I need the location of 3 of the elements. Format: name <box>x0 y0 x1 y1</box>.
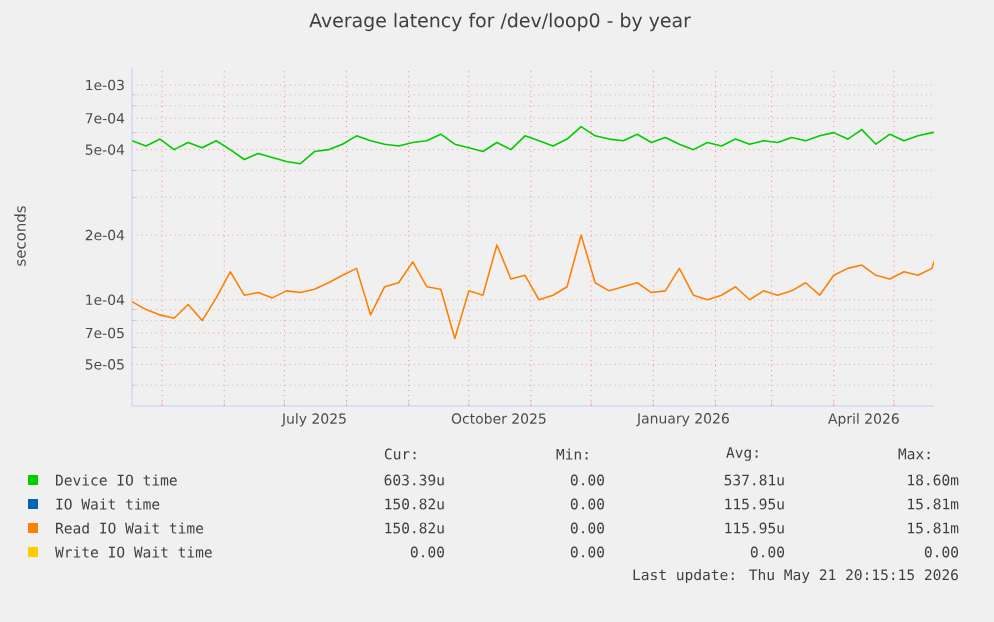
line-series <box>132 234 935 340</box>
chart-title: Average latency for /dev/loop0 - by year <box>309 12 691 32</box>
line-series <box>132 125 935 165</box>
